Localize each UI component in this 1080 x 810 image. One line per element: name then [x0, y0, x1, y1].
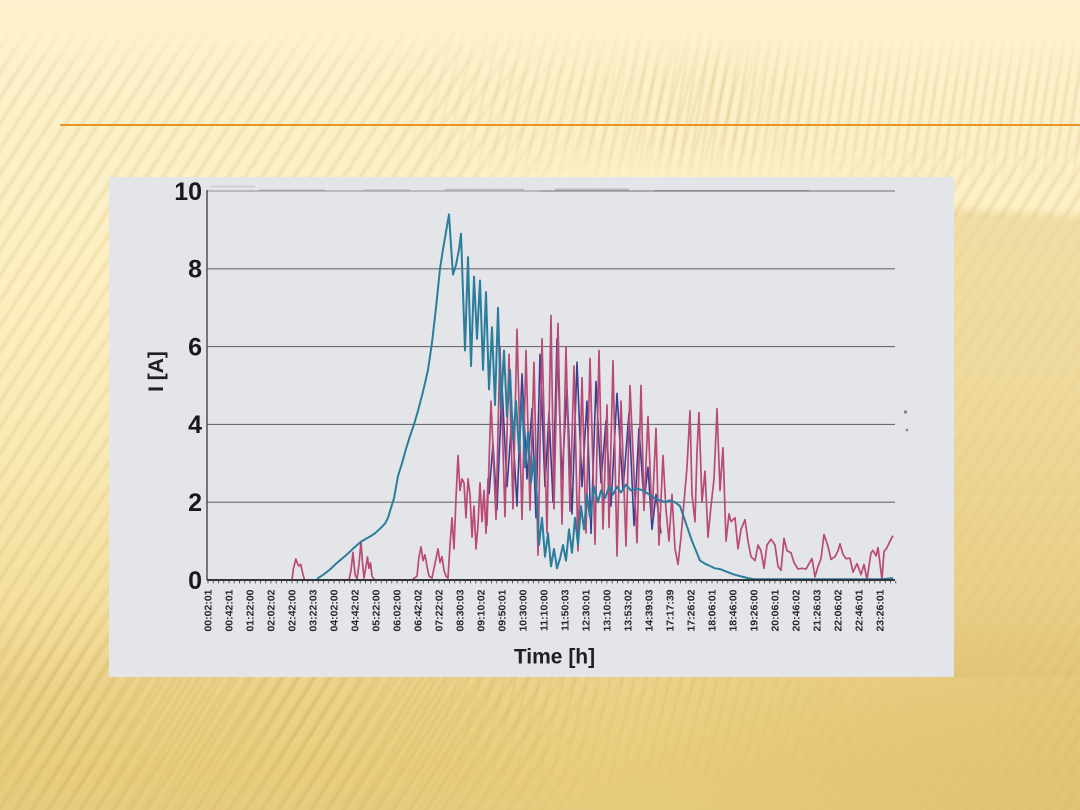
- svg-text:17:17:39: 17:17:39: [665, 589, 677, 631]
- svg-text:02:42:00: 02:42:00: [287, 589, 299, 631]
- svg-text:12:30:01: 12:30:01: [581, 589, 593, 631]
- svg-text:05:22:00: 05:22:00: [371, 589, 383, 631]
- svg-text:22:46:01: 22:46:01: [854, 589, 866, 631]
- svg-text:04:42:02: 04:42:02: [350, 589, 362, 631]
- svg-text:17:26:02: 17:26:02: [686, 589, 698, 631]
- svg-text:01:22:00: 01:22:00: [245, 589, 257, 631]
- svg-text:00:02:01: 00:02:01: [203, 589, 215, 631]
- svg-text:13:10:00: 13:10:00: [602, 589, 614, 631]
- svg-text:21:26:03: 21:26:03: [812, 589, 824, 631]
- svg-text:19:26:00: 19:26:00: [749, 589, 761, 631]
- svg-text:20:46:02: 20:46:02: [791, 589, 803, 631]
- svg-text:04:02:00: 04:02:00: [329, 589, 341, 631]
- svg-text:14:39:03: 14:39:03: [644, 589, 656, 631]
- svg-text:09:50:01: 09:50:01: [497, 589, 509, 631]
- svg-text:Time [h]: Time [h]: [514, 646, 595, 669]
- svg-text:22:06:02: 22:06:02: [833, 589, 845, 631]
- svg-text:08:30:03: 08:30:03: [455, 589, 467, 631]
- svg-text:11:50:03: 11:50:03: [560, 589, 572, 631]
- svg-text:02:02:02: 02:02:02: [266, 589, 278, 631]
- svg-text:18:46:00: 18:46:00: [728, 589, 740, 631]
- svg-text:23:26:01: 23:26:01: [875, 589, 887, 631]
- svg-text:18:06:01: 18:06:01: [707, 589, 719, 631]
- svg-text:2: 2: [188, 489, 202, 517]
- svg-text:6: 6: [188, 333, 202, 361]
- svg-text:06:02:00: 06:02:00: [392, 589, 404, 631]
- svg-text:20:06:01: 20:06:01: [770, 589, 782, 631]
- svg-text:4: 4: [188, 411, 202, 439]
- svg-text:06:42:02: 06:42:02: [413, 589, 425, 631]
- svg-text:13:53:02: 13:53:02: [623, 589, 635, 631]
- svg-text:09:10:02: 09:10:02: [476, 589, 488, 631]
- svg-text:00:42:01: 00:42:01: [224, 589, 236, 631]
- svg-text:03:22:03: 03:22:03: [308, 589, 320, 631]
- svg-text:I [A]: I [A]: [145, 351, 168, 392]
- svg-text:0: 0: [188, 567, 202, 595]
- svg-text:07:22:02: 07:22:02: [434, 589, 446, 631]
- svg-text:10:30:00: 10:30:00: [518, 589, 530, 631]
- svg-text:10: 10: [174, 178, 202, 206]
- svg-text:11:10:00: 11:10:00: [539, 589, 551, 631]
- svg-text:8: 8: [188, 256, 202, 284]
